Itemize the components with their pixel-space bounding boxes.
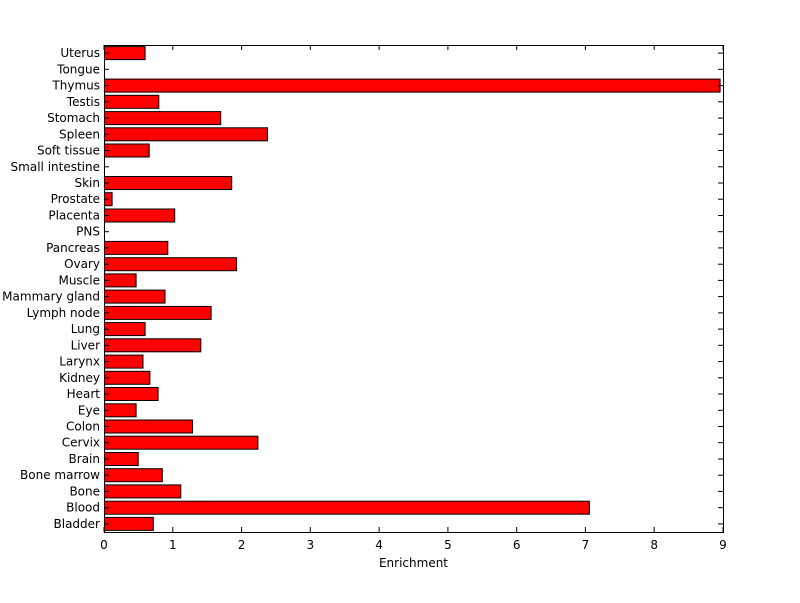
bar	[104, 289, 166, 304]
y-tick-label: Mammary gland	[2, 290, 100, 304]
y-tick-label: Ovary	[64, 257, 100, 271]
bar	[104, 94, 160, 109]
bar	[104, 257, 238, 272]
x-tick-label: 5	[444, 538, 452, 552]
bar	[104, 111, 222, 126]
x-tick-label: 6	[513, 538, 521, 552]
bar	[104, 468, 163, 483]
x-axis-label: Enrichment	[379, 556, 448, 570]
y-tick-label: Lung	[71, 322, 100, 336]
bar	[104, 78, 721, 93]
y-tick-label: Pancreas	[46, 241, 100, 255]
bar	[104, 208, 176, 223]
bar	[104, 127, 268, 142]
bar	[104, 273, 137, 288]
y-tick-label: Muscle	[58, 273, 100, 287]
labels-layer: Uterus Tongue Thymus Testis Stomach Spleen Sof…	[2, 46, 727, 552]
bar	[104, 484, 182, 499]
y-tick-label: Spleen	[59, 127, 100, 141]
bar	[104, 176, 233, 190]
x-tick-label: 4	[375, 538, 383, 552]
x-tick-label: 1	[169, 538, 177, 552]
bars-layer	[104, 46, 721, 531]
y-tick-label: Uterus	[60, 46, 100, 60]
y-tick-label: PNS	[76, 225, 100, 239]
y-tick-label: Eye	[78, 403, 100, 417]
y-tick-label: Lymph node	[27, 306, 100, 320]
x-tick-label: 9	[719, 538, 727, 552]
y-tick-label: Tongue	[56, 62, 100, 76]
axes-frame	[104, 45, 724, 533]
bar	[104, 354, 144, 369]
bar	[104, 338, 202, 353]
bar	[104, 370, 151, 385]
y-tick-label: Thymus	[51, 79, 100, 93]
y-tick-label: Stomach	[47, 111, 100, 125]
x-tick-label: 2	[238, 538, 246, 552]
y-tick-label: Liver	[71, 338, 101, 352]
bar	[104, 516, 154, 531]
bar	[104, 500, 590, 515]
bar	[104, 452, 139, 466]
bar	[104, 143, 150, 158]
y-tick-label: Colon	[66, 420, 100, 434]
bar	[104, 46, 146, 61]
y-tick-label: Blood	[66, 501, 100, 515]
bar	[104, 387, 159, 401]
y-tick-label: Cervix	[62, 436, 100, 450]
bar	[104, 322, 146, 337]
x-tick-label: 0	[100, 538, 108, 552]
y-tick-label: Prostate	[51, 192, 100, 206]
bar	[104, 403, 137, 418]
x-tick-label: 8	[650, 538, 658, 552]
bar	[104, 435, 259, 450]
y-tick-label: Soft tissue	[37, 144, 100, 158]
y-tick-label: Small intestine	[11, 160, 100, 174]
y-tick-label: Heart	[67, 387, 101, 401]
bar	[104, 240, 169, 255]
x-tick-label: 3	[306, 538, 314, 552]
ticks-layer	[103, 45, 724, 532]
y-tick-label: Testis	[66, 95, 100, 109]
y-tick-label: Skin	[74, 176, 100, 190]
bar	[104, 305, 212, 320]
y-tick-label: Bladder	[54, 517, 101, 531]
bar	[104, 419, 193, 434]
y-tick-label: Bone	[69, 484, 100, 498]
y-tick-label: Brain	[69, 452, 100, 466]
x-tick-label: 7	[582, 538, 590, 552]
y-tick-label: Bone marrow	[20, 468, 100, 482]
y-tick-label: Kidney	[59, 371, 100, 385]
y-tick-label: Larynx	[59, 355, 100, 369]
y-tick-label: Placenta	[48, 209, 100, 223]
